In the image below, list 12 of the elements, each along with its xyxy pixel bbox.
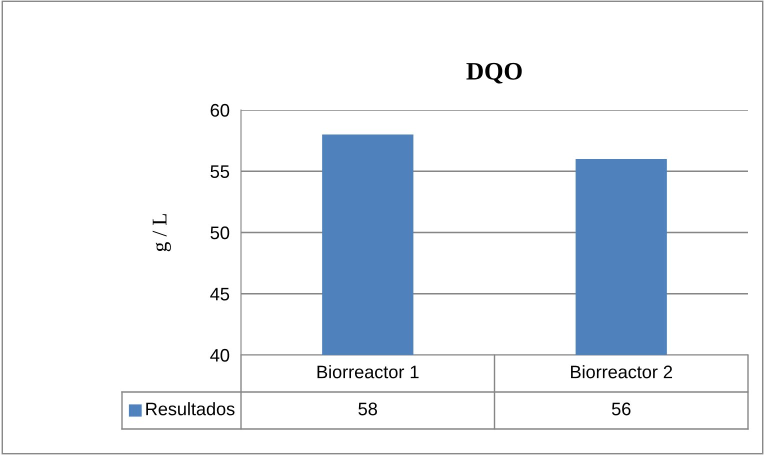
y-tick-label: 45 bbox=[210, 288, 230, 300]
legend-label: Resultados bbox=[146, 402, 234, 416]
y-axis-title: g / L bbox=[152, 214, 171, 252]
data-label: 58 bbox=[358, 402, 378, 416]
y-tick-label: 60 bbox=[210, 104, 230, 117]
x-tick-label: Biorreactor 2 bbox=[571, 365, 672, 378]
y-tick-label: 55 bbox=[210, 165, 230, 178]
chart-title: DQO bbox=[466, 62, 522, 84]
data-label: 56 bbox=[612, 402, 630, 416]
y-tick-label: 50 bbox=[210, 226, 230, 240]
x-tick-label: Biorreactor 1 bbox=[318, 365, 419, 378]
y-tick-label: 40 bbox=[210, 348, 230, 362]
